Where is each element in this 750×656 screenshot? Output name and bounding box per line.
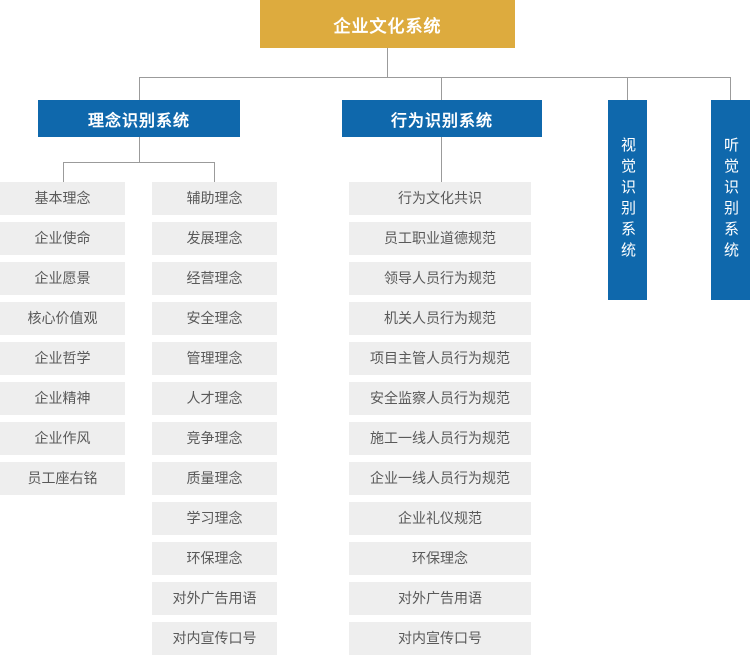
connector-line bbox=[214, 162, 215, 182]
chart-item: 机关人员行为规范 bbox=[349, 302, 531, 335]
chart-item: 核心价值观 bbox=[0, 302, 125, 335]
chart-item: 人才理念 bbox=[152, 382, 277, 415]
concept-items-column-1: 基本理念企业使命企业愿景核心价值观企业哲学企业精神企业作风员工座右铭 bbox=[0, 182, 125, 502]
branch-auditory-header: 听觉识别系统 bbox=[711, 100, 750, 300]
chart-item: 企业哲学 bbox=[0, 342, 125, 375]
chart-item: 环保理念 bbox=[349, 542, 531, 575]
chart-item: 企业精神 bbox=[0, 382, 125, 415]
connector-line bbox=[63, 162, 215, 163]
chart-item: 企业一线人员行为规范 bbox=[349, 462, 531, 495]
chart-item: 领导人员行为规范 bbox=[349, 262, 531, 295]
chart-item: 员工职业道德规范 bbox=[349, 222, 531, 255]
branch-behavior-header: 行为识别系统 bbox=[342, 100, 542, 137]
chart-item: 企业作风 bbox=[0, 422, 125, 455]
connector-line bbox=[139, 137, 140, 162]
chart-item: 对外广告用语 bbox=[152, 582, 277, 615]
chart-item: 管理理念 bbox=[152, 342, 277, 375]
chart-item: 质量理念 bbox=[152, 462, 277, 495]
branch-concept-header: 理念识别系统 bbox=[38, 100, 240, 137]
root-node: 企业文化系统 bbox=[260, 0, 515, 48]
connector-line bbox=[730, 77, 731, 100]
chart-item: 企业愿景 bbox=[0, 262, 125, 295]
connector-line bbox=[139, 77, 731, 78]
behavior-items-column: 行为文化共识 员工职业道德规范 领导人员行为规范 机关人员行为规范 项目主管人员行为规范… bbox=[349, 182, 531, 656]
chart-item: 发展理念 bbox=[152, 222, 277, 255]
chart-item: 安全监察人员行为规范 bbox=[349, 382, 531, 415]
chart-item: 安全理念 bbox=[152, 302, 277, 335]
connector-line bbox=[139, 77, 140, 100]
branch-visual-header: 视觉识别系统 bbox=[608, 100, 647, 300]
chart-item: 环保理念 bbox=[152, 542, 277, 575]
chart-item: 行为文化共识 bbox=[349, 182, 531, 215]
concept-items-column-2: 辅助理念发展理念经营理念安全理念管理理念人才理念竞争理念质量理念学习理念环保理念… bbox=[152, 182, 277, 656]
connector-line bbox=[387, 48, 388, 77]
connector-line bbox=[627, 77, 628, 100]
chart-item: 项目主管人员行为规范 bbox=[349, 342, 531, 375]
chart-item: 经营理念 bbox=[152, 262, 277, 295]
chart-item: 企业礼仪规范 bbox=[349, 502, 531, 535]
chart-item: 企业使命 bbox=[0, 222, 125, 255]
connector-line bbox=[63, 162, 64, 182]
chart-item: 学习理念 bbox=[152, 502, 277, 535]
chart-item: 基本理念 bbox=[0, 182, 125, 215]
chart-item: 施工一线人员行为规范 bbox=[349, 422, 531, 455]
chart-item: 员工座右铭 bbox=[0, 462, 125, 495]
chart-item: 竞争理念 bbox=[152, 422, 277, 455]
chart-item: 对内宣传口号 bbox=[152, 622, 277, 655]
chart-item: 对外广告用语 bbox=[349, 582, 531, 615]
connector-line bbox=[441, 77, 442, 100]
chart-item: 对内宣传口号 bbox=[349, 622, 531, 655]
connector-line bbox=[441, 137, 442, 182]
chart-item: 辅助理念 bbox=[152, 182, 277, 215]
